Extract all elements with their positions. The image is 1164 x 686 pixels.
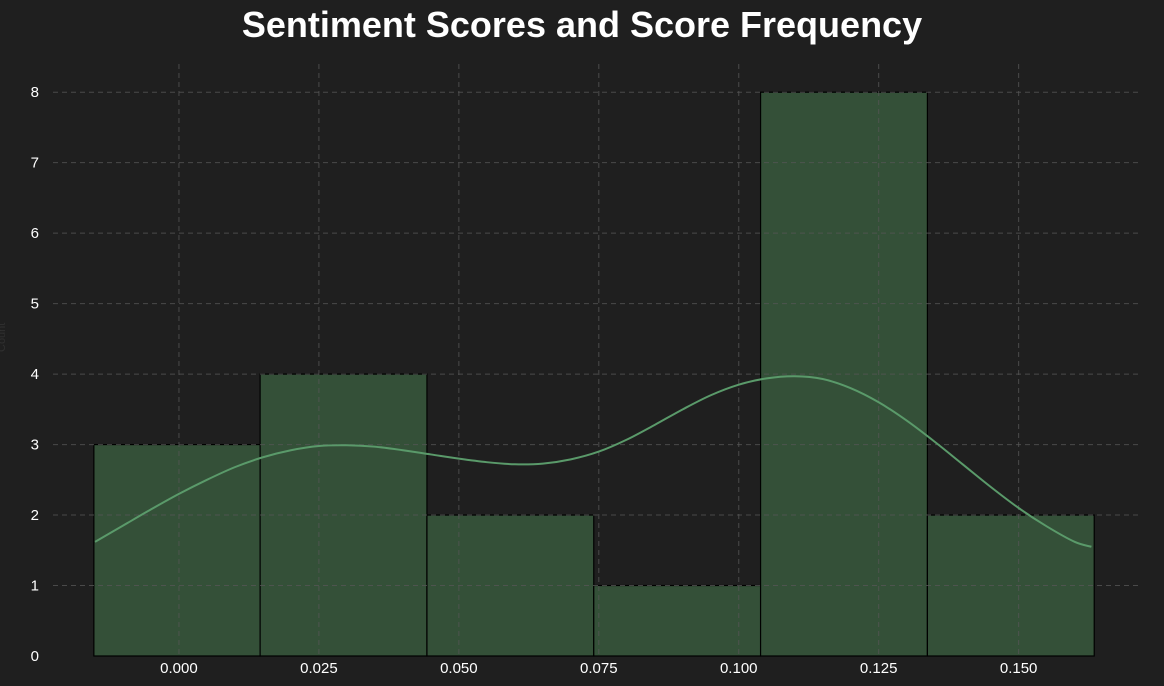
y-tick-label-0: 0 [31,648,39,665]
y-tick-label-7: 7 [31,155,39,172]
x-tick-label-3: 0.075 [580,660,618,677]
histogram-bar-2 [426,514,595,657]
x-tick-label-4: 0.100 [720,660,758,677]
kde-curve-group [94,375,1092,548]
kde-line [94,375,1092,548]
x-tick-label-2: 0.050 [440,660,478,677]
x-tick-label-5: 0.125 [860,660,898,677]
y-tick-label-2: 2 [31,507,39,524]
y-tick-label-5: 5 [31,296,39,313]
y-tick-label-3: 3 [31,437,39,454]
y-tick-label-4: 4 [31,366,39,383]
y-tick-label-6: 6 [31,225,39,242]
x-tick-label-1: 0.025 [300,660,338,677]
histogram-bar-3 [593,584,762,657]
x-tick-label-0: 0.000 [160,660,198,677]
x-tick-label-6: 0.150 [1000,660,1038,677]
y-tick-label-1: 1 [31,578,39,595]
histogram-bar-0 [93,443,261,657]
y-tick-label-8: 8 [31,84,39,101]
grid-lines [53,64,1139,656]
tick-labels: 0 1 2 3 4 5 6 7 8 0.000 0.025 0.050 0.075 0.100 0.125 0… [31,84,1038,677]
chart-title: Sentiment Scores and Score Frequency [241,4,923,45]
